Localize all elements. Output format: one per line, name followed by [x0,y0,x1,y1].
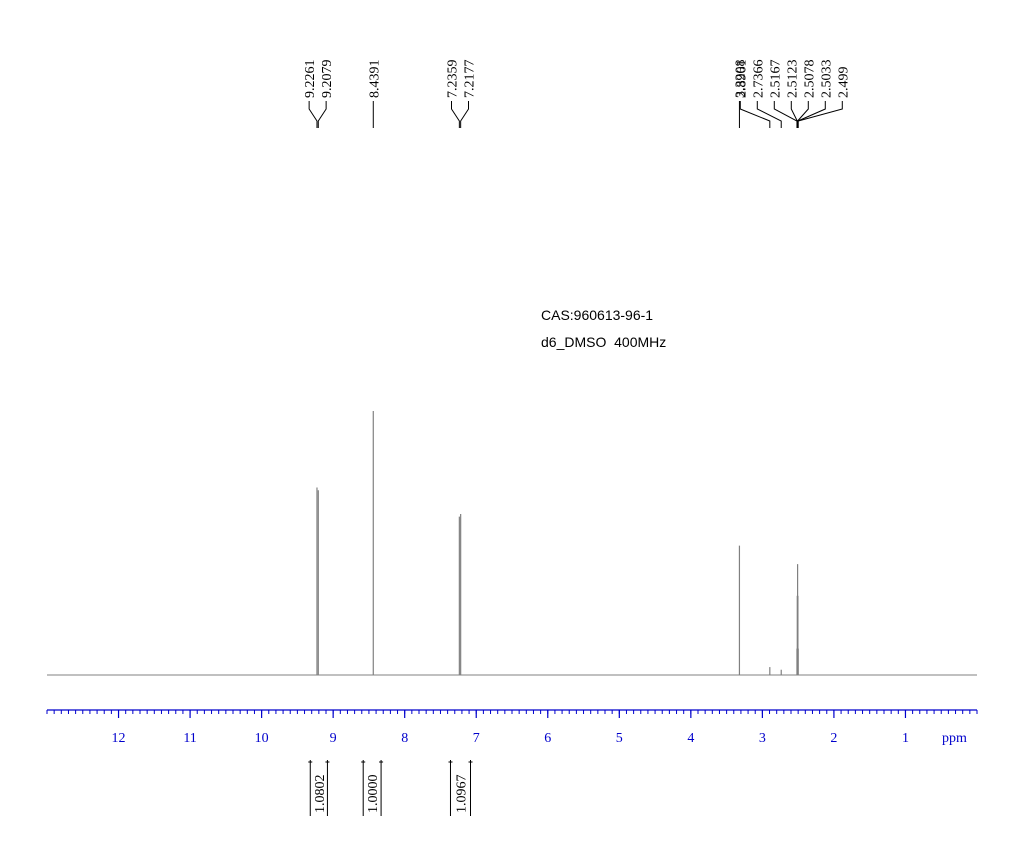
annotation: CAS:960613-96-1 [541,307,653,323]
peak-label: 8.4391 [367,60,382,99]
x-tick-label: 2 [830,731,837,746]
peak-connector [739,101,771,128]
peak-connector [451,101,460,128]
integral-label: 1.0967 [454,775,469,814]
peak-connector [790,101,798,128]
peak-label: 9.2261 [303,60,318,99]
peak-connector [308,101,318,128]
peak-connector [797,101,843,128]
peak-connector [797,101,809,128]
x-axis-label: ppm [942,731,967,746]
peak-label: 2.5078 [802,60,817,99]
peak-label: 2.5123 [785,60,800,99]
integral-label: 1.0802 [313,775,328,814]
x-tick-label: 3 [759,731,766,746]
x-tick-label: 9 [330,731,337,746]
x-tick-label: 5 [616,731,623,746]
x-tick-label: 7 [473,731,480,746]
peak-label: 9.2079 [320,60,335,99]
peak-label: 2.8961 [734,60,749,99]
x-tick-label: 6 [544,731,551,746]
peak-connector [756,101,782,128]
x-tick-label: 11 [183,731,196,746]
annotation: d6_DMSO 400MHz [541,334,666,350]
integral-bracket [448,760,473,816]
peak-label: 2.7366 [751,60,766,99]
x-tick-label: 1 [902,731,909,746]
x-tick-label: 8 [401,731,408,746]
peak-connector [460,101,470,128]
x-tick-label: 12 [112,731,126,746]
peak-label: 2.499 [836,67,851,99]
x-tick-label: 10 [255,731,269,746]
x-tick-label: 4 [687,731,694,746]
peak-connector [317,101,327,128]
peak-label: 2.5167 [768,60,783,99]
peak-label: 7.2359 [446,60,461,99]
peak-label: 3.3208 [733,60,748,99]
peak-label: 7.2177 [463,60,478,99]
integral-label: 1.0000 [366,775,381,814]
peak-label: 2.5033 [819,60,834,99]
integral-bracket [308,760,330,816]
integral-bracket [361,760,384,816]
